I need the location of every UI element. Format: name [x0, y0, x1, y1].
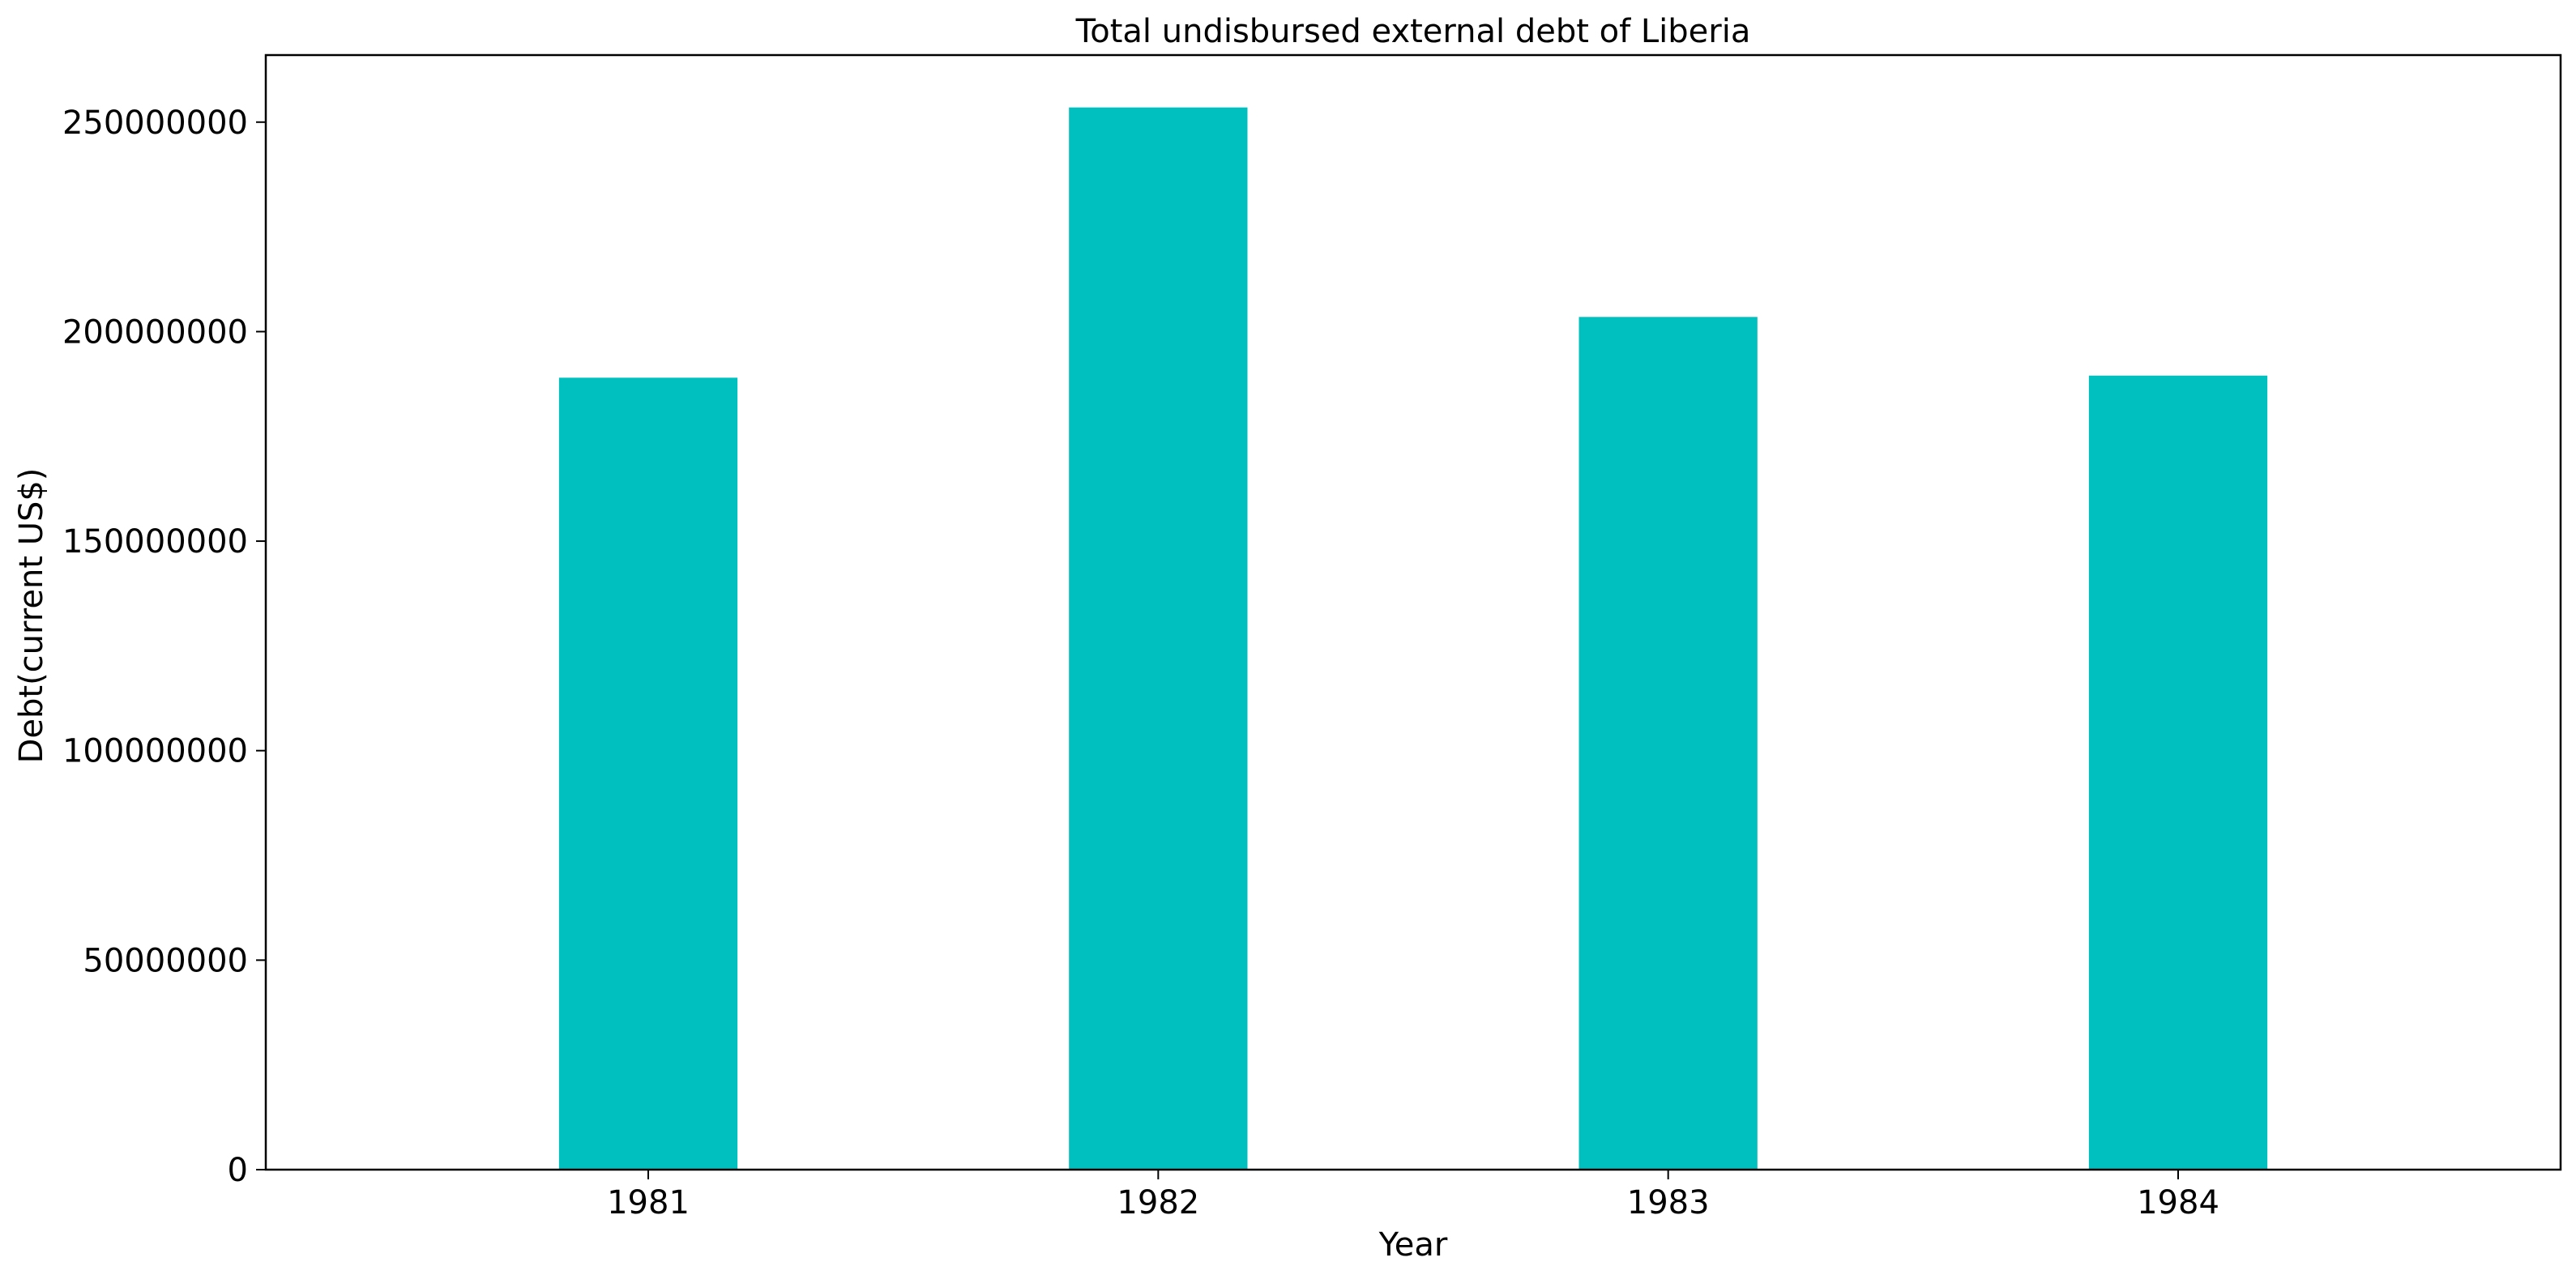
y-axis-title: Debt(current US$): [13, 468, 50, 764]
x-axis-title: Year: [1378, 1226, 1448, 1264]
x-tick-label: 1982: [1117, 1184, 1199, 1221]
y-tick-label: 250000000: [62, 104, 248, 142]
y-tick-label: 150000000: [62, 523, 248, 561]
y-tick-label: 200000000: [62, 313, 248, 351]
bars-layer: [558, 107, 2268, 1170]
plot-frame: [264, 53, 2562, 1171]
y-tick-label: 0: [228, 1152, 248, 1189]
x-tick-label: 1981: [607, 1184, 690, 1221]
y-tick-label: 100000000: [62, 733, 248, 770]
chart-title: Total undisbursed external debt of Liber…: [1075, 13, 1751, 50]
bar-1983: [1578, 317, 1758, 1170]
bar-1982: [1069, 107, 1248, 1170]
bar-1981: [558, 377, 738, 1170]
y-tick-label: 50000000: [83, 942, 248, 979]
ticks-layer: 1981 1982 1983 1984 0 50000000 100000000 150000…: [62, 104, 2219, 1221]
x-tick-label: 1983: [1627, 1184, 1710, 1221]
x-tick-label: 1984: [2137, 1184, 2219, 1221]
bar-1984: [2088, 375, 2268, 1170]
